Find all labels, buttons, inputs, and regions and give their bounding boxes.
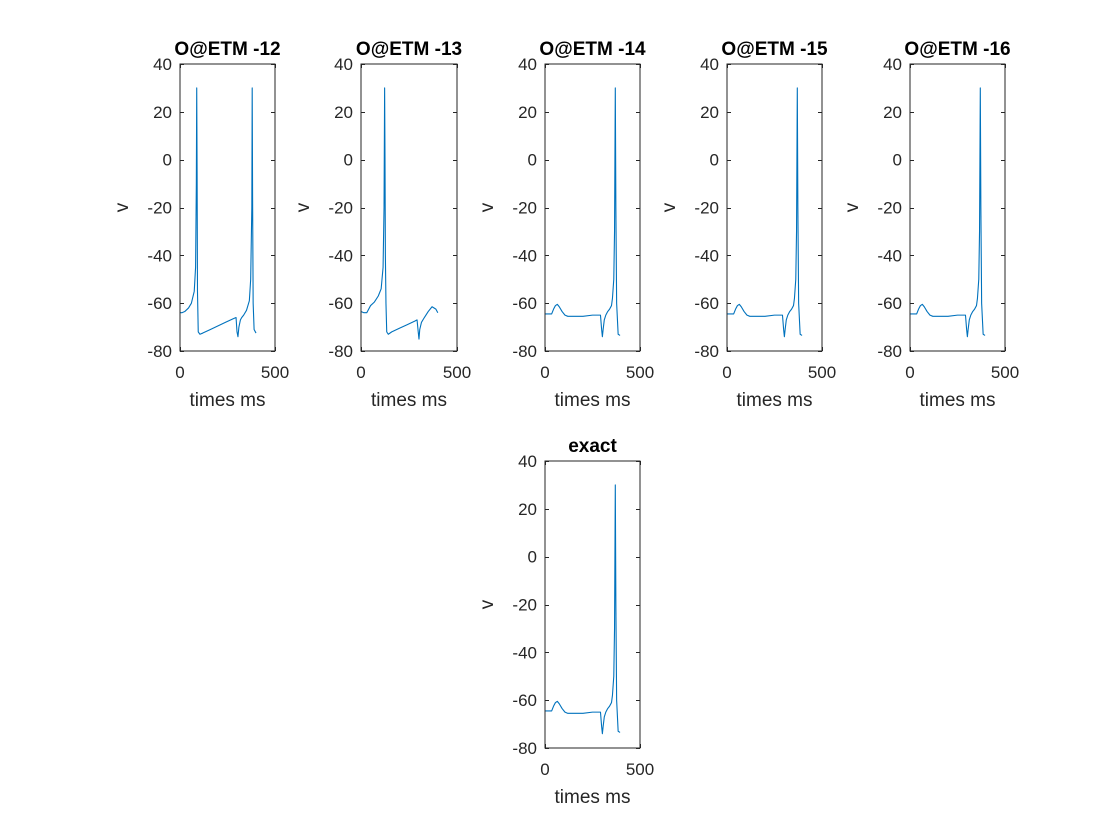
x-axis-label: times ms bbox=[190, 390, 266, 411]
axes-box bbox=[179, 63, 276, 352]
y-tick-label: -40 bbox=[147, 246, 172, 265]
y-tick-label: -80 bbox=[328, 342, 353, 361]
x-tick-label: 500 bbox=[991, 363, 1019, 382]
axes-box bbox=[544, 63, 641, 352]
y-tick-label: -80 bbox=[877, 342, 902, 361]
y-tick-label: -40 bbox=[512, 246, 537, 265]
y-tick-label: -20 bbox=[512, 199, 537, 218]
x-tick-label: 500 bbox=[443, 363, 471, 382]
series-line-4-1 bbox=[727, 87, 803, 338]
axes-box bbox=[726, 63, 823, 352]
y-tick-label: -60 bbox=[512, 691, 537, 710]
x-tick-label: 500 bbox=[808, 363, 836, 382]
y-tick-label: -40 bbox=[877, 246, 902, 265]
x-tick-label: 500 bbox=[626, 760, 654, 779]
y-tick-label: 40 bbox=[518, 452, 537, 471]
y-tick-label: -60 bbox=[512, 294, 537, 313]
x-tick-label: 500 bbox=[626, 363, 654, 382]
subplot-2: -80 -60 -40 -20 0 20 40 0 500 times ms v O@ETM -13 bbox=[293, 39, 471, 411]
subplot-5: -80 -60 -40 -20 0 20 40 0 500 times ms v O@ETM -16 bbox=[842, 39, 1019, 411]
x-axis-label: times ms bbox=[920, 390, 996, 411]
y-tick-label: -80 bbox=[512, 342, 537, 361]
y-axis-label: v bbox=[842, 202, 863, 212]
axes-box bbox=[909, 63, 1006, 352]
y-tick-label: 40 bbox=[334, 55, 353, 74]
y-tick-label: 20 bbox=[518, 500, 537, 519]
y-axis-label: v bbox=[477, 599, 498, 609]
chart-title: O@ETM -15 bbox=[721, 39, 828, 60]
series-line-3-1 bbox=[545, 87, 621, 338]
y-tick-label: -80 bbox=[512, 739, 537, 758]
x-tick-label: 0 bbox=[356, 363, 365, 382]
x-axis-label: times ms bbox=[737, 390, 813, 411]
y-tick-label: 20 bbox=[153, 103, 172, 122]
y-tick-label: 0 bbox=[344, 151, 353, 170]
x-tick-label: 0 bbox=[175, 363, 184, 382]
y-tick-label: -40 bbox=[694, 246, 719, 265]
y-tick-label: -60 bbox=[694, 294, 719, 313]
series-line-5-1 bbox=[910, 87, 986, 338]
y-axis-label: v bbox=[293, 202, 314, 212]
chart-title: O@ETM -16 bbox=[904, 39, 1010, 60]
y-axis-label: v bbox=[659, 202, 680, 212]
axes-box bbox=[360, 63, 458, 352]
subplot-1: -80 -60 -40 -20 0 20 40 0 500 times ms v O@ETM -12 bbox=[112, 39, 289, 411]
x-tick-label: 0 bbox=[905, 363, 914, 382]
subplot-6: -80 -60 -40 -20 0 20 40 0 500 times ms v exact bbox=[477, 436, 654, 808]
y-tick-label: -80 bbox=[694, 342, 719, 361]
y-tick-label: 40 bbox=[883, 55, 902, 74]
y-tick-label: -80 bbox=[147, 342, 172, 361]
y-tick-label: 40 bbox=[518, 55, 537, 74]
x-tick-label: 0 bbox=[540, 760, 549, 779]
y-tick-label: -20 bbox=[877, 199, 902, 218]
y-tick-label: 0 bbox=[893, 151, 902, 170]
y-tick-label: 20 bbox=[334, 103, 353, 122]
y-tick-label: 0 bbox=[163, 151, 172, 170]
y-tick-label: 20 bbox=[518, 103, 537, 122]
y-tick-label: 0 bbox=[528, 548, 537, 567]
axes-box bbox=[544, 460, 641, 749]
x-tick-label: 500 bbox=[261, 363, 289, 382]
x-tick-label: 0 bbox=[722, 363, 731, 382]
y-tick-label: -40 bbox=[328, 246, 353, 265]
series-line-2-1 bbox=[360, 87, 439, 340]
y-tick-label: -60 bbox=[328, 294, 353, 313]
y-tick-label: -60 bbox=[147, 294, 172, 313]
x-axis-label: times ms bbox=[555, 390, 631, 411]
y-tick-label: -40 bbox=[512, 643, 537, 662]
y-tick-label: -20 bbox=[512, 596, 537, 615]
chart-title: O@ETM -12 bbox=[174, 39, 280, 60]
y-tick-label: 20 bbox=[883, 103, 902, 122]
y-tick-label: 40 bbox=[700, 55, 719, 74]
y-tick-label: 0 bbox=[710, 151, 719, 170]
y-tick-label: -20 bbox=[147, 199, 172, 218]
chart-title: O@ETM -13 bbox=[356, 39, 462, 60]
chart-title: O@ETM -14 bbox=[539, 39, 646, 60]
y-tick-label: 0 bbox=[528, 151, 537, 170]
y-tick-label: 40 bbox=[153, 55, 172, 74]
chart-title: exact bbox=[568, 436, 617, 457]
series-line-1-1 bbox=[180, 87, 257, 338]
y-tick-label: -60 bbox=[877, 294, 902, 313]
y-tick-label: 20 bbox=[700, 103, 719, 122]
subplot-4: -80 -60 -40 -20 0 20 40 0 500 times ms v O@ETM -15 bbox=[659, 39, 836, 411]
x-axis-label: times ms bbox=[371, 390, 447, 411]
series-line-6-1 bbox=[545, 484, 621, 735]
x-tick-label: 0 bbox=[540, 363, 549, 382]
y-tick-label: -20 bbox=[328, 199, 353, 218]
y-tick-label: -20 bbox=[694, 199, 719, 218]
y-axis-label: v bbox=[112, 202, 133, 212]
subplot-3: -80 -60 -40 -20 0 20 40 0 500 times ms v O@ETM -14 bbox=[477, 39, 654, 411]
y-axis-label: v bbox=[477, 202, 498, 212]
x-axis-label: times ms bbox=[555, 787, 631, 808]
